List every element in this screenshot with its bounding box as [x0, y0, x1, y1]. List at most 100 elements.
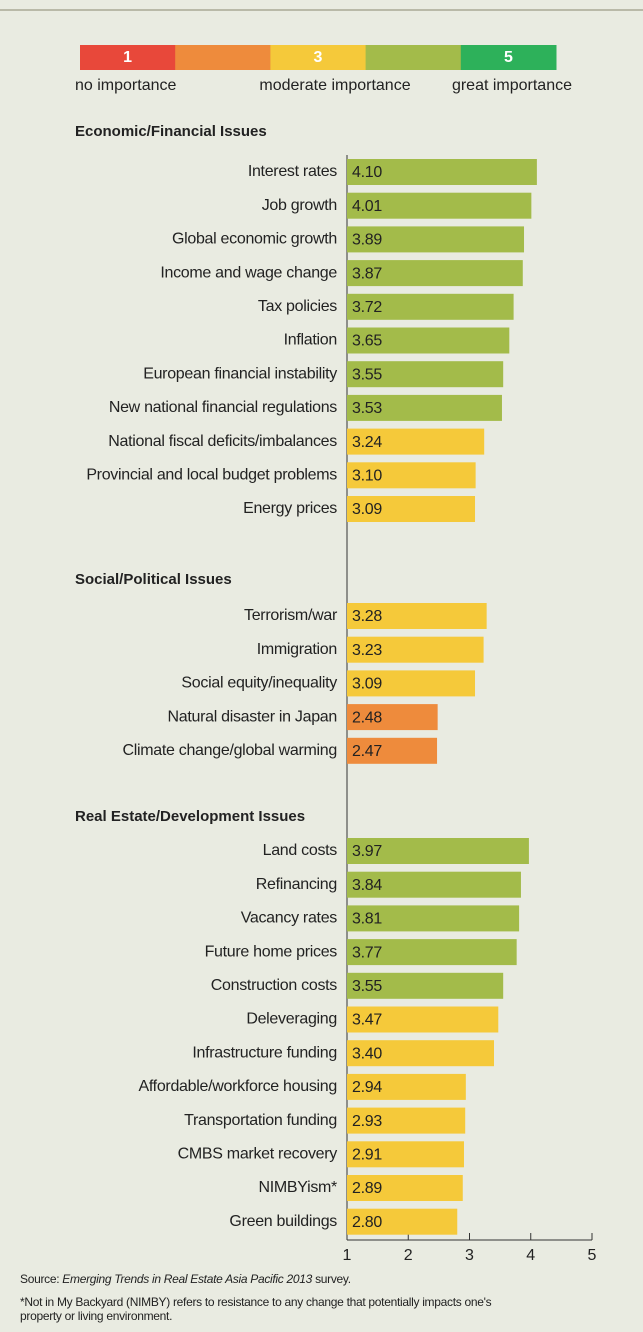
bar: [347, 670, 476, 697]
category-label: Income and wage change: [160, 264, 337, 281]
legend-text: no importance: [75, 77, 176, 94]
value-label: 3.81: [352, 911, 382, 928]
category-label: Vacancy rates: [241, 910, 338, 927]
value-label: 3.47: [352, 1012, 382, 1029]
category-label: Affordable/workforce housing: [138, 1078, 337, 1095]
footnote: *Not in My Backyard (NIMBY) refers to re…: [20, 1295, 492, 1309]
value-label: 3.09: [352, 676, 382, 693]
category-label: Social equity/inequality: [181, 675, 337, 692]
value-label: 3.72: [352, 299, 382, 316]
footnote: property or living environment.: [20, 1309, 172, 1323]
source-title: Emerging Trends in Real Estate Asia Paci…: [62, 1272, 312, 1286]
bar: [347, 905, 520, 932]
bar: [347, 704, 438, 731]
section-title: Real Estate/Development Issues: [75, 808, 305, 825]
bar: [347, 260, 523, 287]
category-label: Provincial and local budget problems: [86, 467, 337, 484]
bar: [347, 293, 514, 320]
bar: [347, 636, 484, 663]
bar: [347, 603, 487, 629]
value-label: 2.93: [352, 1113, 382, 1130]
value-label: 3.55: [352, 978, 382, 995]
category-label: CMBS market recovery: [178, 1146, 338, 1163]
bar: [347, 1141, 464, 1168]
source-prefix: Source:: [20, 1272, 62, 1286]
value-label: 2.94: [352, 1079, 382, 1096]
x-tick-label: 3: [465, 1247, 474, 1264]
bar: [347, 192, 532, 219]
value-label: 3.10: [352, 468, 382, 485]
value-label: 4.10: [352, 164, 382, 181]
category-label: European financial instability: [143, 365, 337, 382]
value-label: 2.89: [352, 1180, 382, 1197]
legend-number: 1: [123, 49, 132, 66]
source: Source: Emerging Trends in Real Estate A…: [20, 1272, 351, 1286]
value-label: 3.28: [352, 608, 382, 625]
bar: [347, 226, 525, 253]
value-label: 3.84: [352, 877, 382, 894]
value-label: 3.53: [352, 400, 382, 417]
value-label: 3.97: [352, 843, 382, 860]
value-label: 3.89: [352, 232, 382, 249]
x-tick-label: 4: [526, 1247, 535, 1264]
legend-text: great importance: [452, 77, 572, 94]
category-label: Construction costs: [211, 977, 338, 994]
value-label: 2.91: [352, 1147, 382, 1164]
bar: [347, 1175, 463, 1201]
value-label: 4.01: [352, 198, 382, 215]
category-label: Interest rates: [248, 163, 337, 180]
value-label: 3.65: [352, 333, 382, 350]
category-label: Job growth: [262, 197, 337, 214]
category-label: Refinancing: [256, 876, 337, 893]
bar: [347, 159, 537, 185]
bar: [347, 1107, 466, 1134]
category-label: Natural disaster in Japan: [168, 708, 338, 725]
category-label: Terrorism/war: [244, 607, 338, 624]
category-label: Land costs: [263, 842, 338, 859]
bar: [347, 1073, 466, 1100]
value-label: 3.40: [352, 1045, 382, 1062]
bar: [347, 1006, 499, 1033]
value-label: 3.87: [352, 265, 382, 282]
bar: [347, 428, 485, 455]
category-label: Green buildings: [229, 1213, 337, 1230]
x-tick-label: 5: [588, 1247, 597, 1264]
category-label: Tax policies: [258, 298, 337, 315]
value-label: 3.24: [352, 434, 382, 451]
value-label: 3.77: [352, 944, 382, 961]
category-label: Immigration: [257, 641, 337, 658]
category-label: National fiscal deficits/imbalances: [108, 433, 337, 450]
bar: [347, 462, 476, 489]
bar: [347, 1040, 494, 1067]
legend-swatch: [460, 45, 557, 70]
category-label: Inflation: [284, 332, 337, 349]
category-label: Deleveraging: [246, 1011, 337, 1028]
value-label: 3.09: [352, 501, 382, 518]
bar: [347, 737, 438, 764]
legend-text: moderate importance: [259, 77, 410, 94]
x-tick-label: 2: [404, 1247, 413, 1264]
legend-swatch: [80, 45, 176, 70]
legend-swatch: [175, 45, 271, 70]
bar: [347, 496, 476, 522]
value-label: 2.80: [352, 1214, 382, 1231]
category-label: Climate change/global warming: [122, 742, 337, 759]
category-label: NIMBYism*: [259, 1179, 338, 1196]
category-label: Future home prices: [205, 943, 338, 960]
bar: [347, 1208, 458, 1235]
section-title: Economic/Financial Issues: [75, 123, 267, 140]
bar: [347, 361, 504, 388]
category-label: Global economic growth: [172, 231, 337, 248]
category-label: New national financial regulations: [109, 399, 337, 416]
value-label: 3.23: [352, 642, 382, 659]
legend-swatch: [270, 45, 367, 70]
value-label: 2.47: [352, 743, 382, 760]
category-label: Energy prices: [243, 500, 337, 517]
bar: [347, 327, 510, 354]
source-suffix: survey.: [312, 1272, 351, 1286]
x-tick-label: 1: [343, 1247, 352, 1264]
value-label: 3.55: [352, 366, 382, 383]
value-label: 2.48: [352, 709, 382, 726]
bar: [347, 838, 529, 864]
